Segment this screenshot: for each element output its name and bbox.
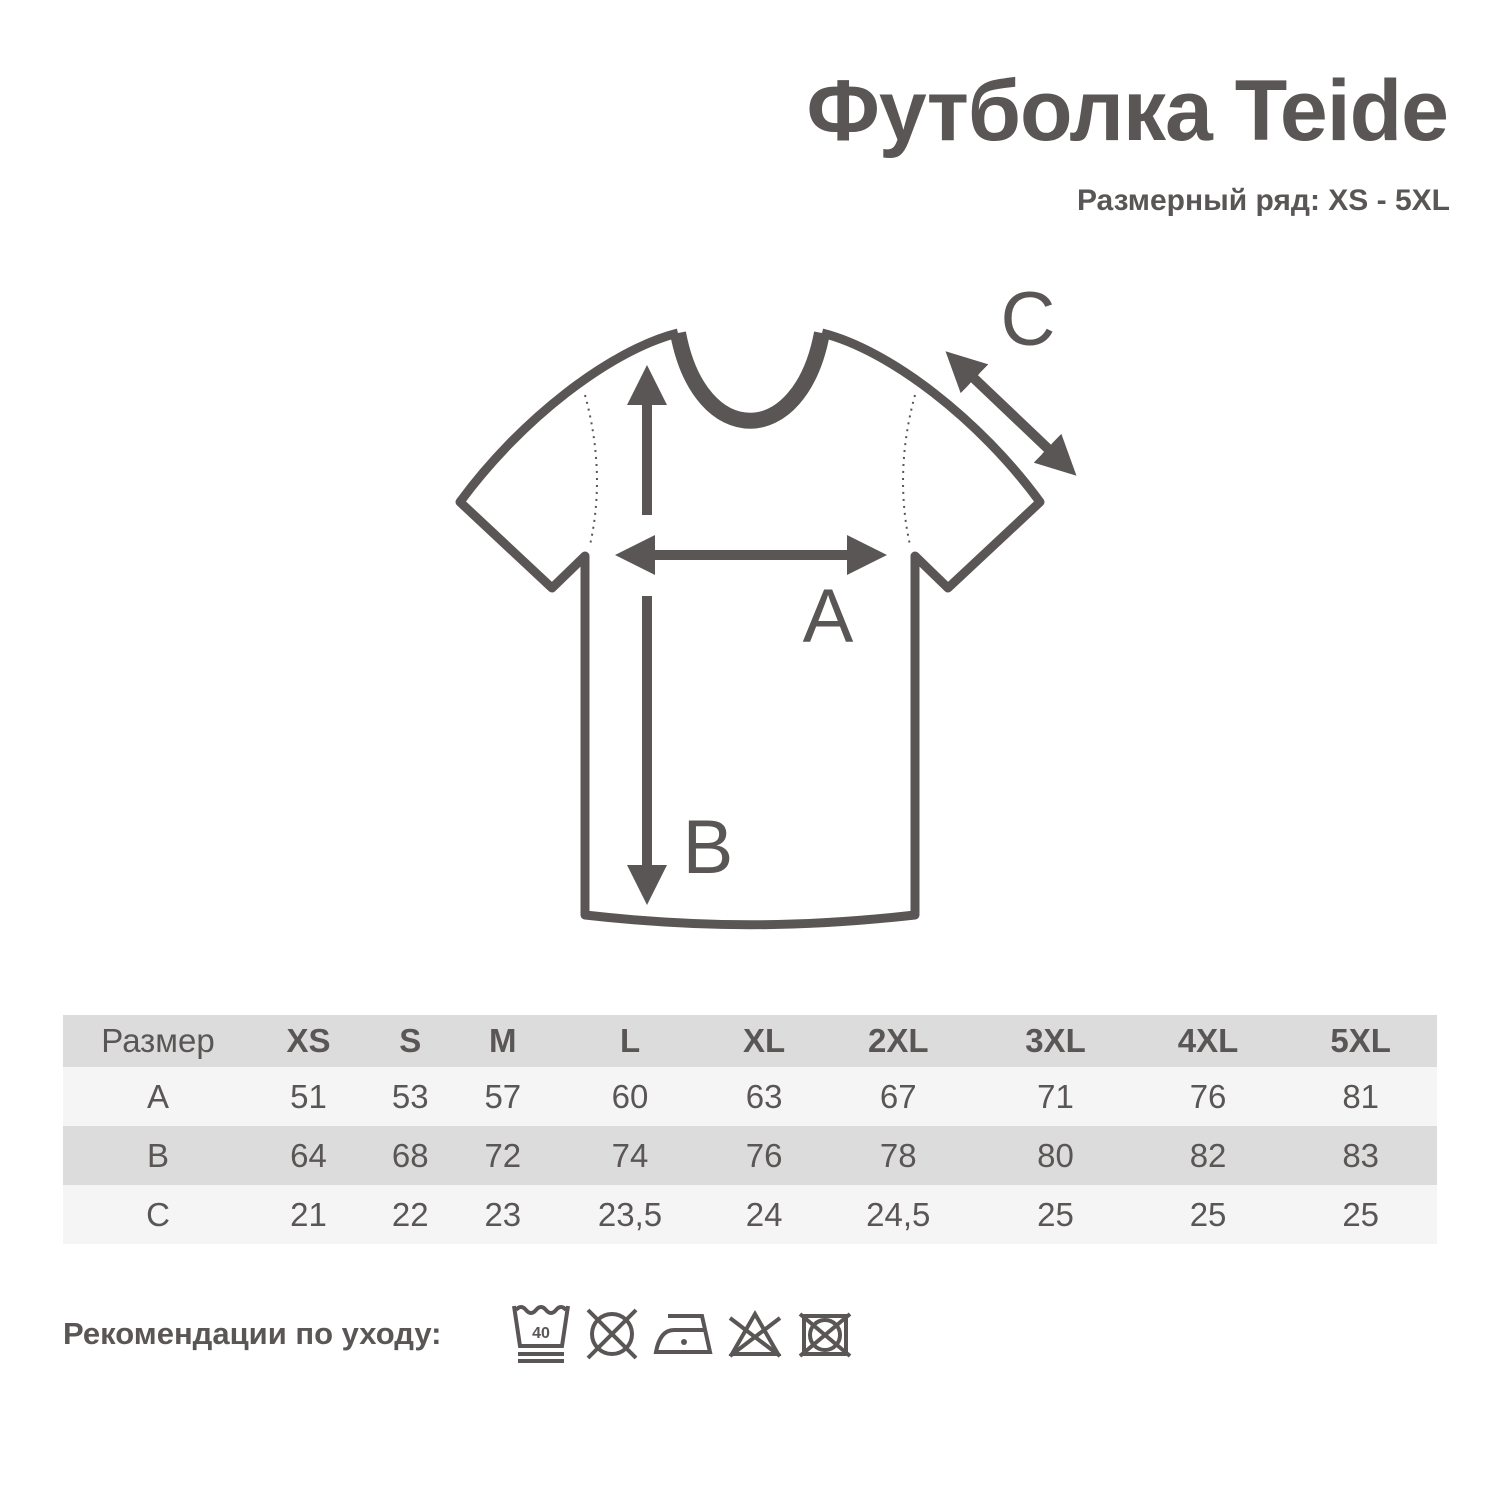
row-label: C <box>63 1185 253 1244</box>
cell: 63 <box>710 1067 818 1126</box>
cell: 76 <box>710 1126 818 1185</box>
care-label: Рекомендации по уходу: <box>63 1316 442 1351</box>
table-row: B 64 68 72 74 76 78 80 82 83 <box>63 1126 1437 1185</box>
header-cell: 5XL <box>1284 1015 1437 1067</box>
size-range: Размерный ряд: XS - 5XL <box>1076 184 1450 217</box>
cell: 76 <box>1131 1067 1285 1126</box>
cell: 23,5 <box>549 1185 711 1244</box>
no-bleach-icon <box>728 1309 782 1358</box>
header-cell: 4XL <box>1131 1015 1285 1067</box>
row-label: B <box>63 1126 253 1185</box>
tshirt-diagram: A B C <box>455 277 1077 930</box>
cell: 67 <box>817 1067 980 1126</box>
cell: 22 <box>363 1185 457 1244</box>
label-c: C <box>1001 277 1056 362</box>
cell: 25 <box>1131 1185 1285 1244</box>
header-cell: 3XL <box>979 1015 1132 1067</box>
cell: 80 <box>979 1126 1132 1185</box>
cell: 25 <box>1284 1185 1437 1244</box>
table-row: C 21 22 23 23,5 24 24,5 25 25 25 <box>63 1185 1437 1244</box>
header-cell: XL <box>710 1015 818 1067</box>
header-cell: XS <box>253 1015 364 1067</box>
cell: 51 <box>253 1067 364 1126</box>
cell: 71 <box>979 1067 1132 1126</box>
iron-low-icon <box>653 1314 713 1354</box>
svg-text:40: 40 <box>532 1325 550 1342</box>
cell: 74 <box>549 1126 711 1185</box>
measure-arrows <box>615 351 1077 905</box>
care-icons: 40 <box>510 1300 854 1366</box>
cell: 23 <box>456 1185 550 1244</box>
cell: 64 <box>253 1126 364 1185</box>
cell: 57 <box>456 1067 550 1126</box>
row-label: A <box>63 1067 253 1126</box>
no-dry-clean-icon <box>798 1312 852 1358</box>
header-cell: S <box>363 1015 457 1067</box>
cell: 82 <box>1131 1126 1285 1185</box>
no-tumble-dry-icon <box>586 1308 638 1360</box>
cell: 24,5 <box>817 1185 980 1244</box>
page-title: Футболка Teide <box>806 63 1449 159</box>
size-table: Размер XS S M L XL 2XL 3XL 4XL 5XL A 51 … <box>63 1015 1437 1244</box>
cell: 60 <box>549 1067 711 1126</box>
header-cell: M <box>456 1015 550 1067</box>
cell: 25 <box>979 1185 1132 1244</box>
header-cell: Размер <box>63 1015 253 1067</box>
table-header: Размер XS S M L XL 2XL 3XL 4XL 5XL <box>63 1015 1437 1067</box>
label-a: A <box>803 574 854 659</box>
cell: 24 <box>710 1185 818 1244</box>
cell: 83 <box>1284 1126 1437 1185</box>
table-row: A 51 53 57 60 63 67 71 76 81 <box>63 1067 1437 1126</box>
wash-40-gentle-icon: 40 <box>512 1305 570 1363</box>
header-cell: L <box>549 1015 711 1067</box>
cell: 78 <box>817 1126 980 1185</box>
arrow-c <box>945 351 1077 476</box>
tshirt-outline <box>455 328 1045 930</box>
cell: 53 <box>363 1067 457 1126</box>
cell: 72 <box>456 1126 550 1185</box>
label-b: B <box>683 805 734 890</box>
cell: 81 <box>1284 1067 1437 1126</box>
header-cell: 2XL <box>817 1015 980 1067</box>
cell: 21 <box>253 1185 364 1244</box>
cell: 68 <box>363 1126 457 1185</box>
